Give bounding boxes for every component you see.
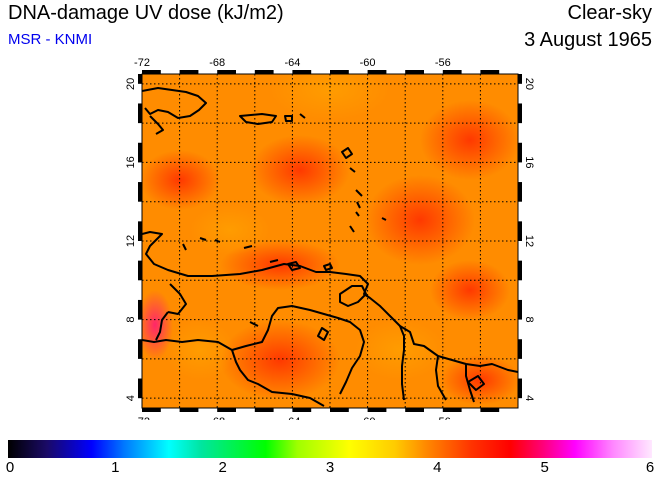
date-label: 3 August 1965 — [524, 29, 652, 51]
latitude-label: 4 — [523, 395, 535, 401]
frame-segment — [142, 408, 161, 412]
latitude-labels-left: 4 8 12 16 20 — [125, 78, 137, 402]
frame-segment — [330, 408, 349, 412]
frame-segment — [480, 408, 500, 412]
frame-segment — [518, 142, 522, 163]
longitude-label: -64 — [284, 57, 300, 69]
frame-segment — [405, 70, 424, 74]
longitude-label: -56 — [435, 416, 451, 420]
frame-segment — [254, 408, 274, 412]
frame-segment — [138, 142, 142, 163]
source-label: MSR - KNMI — [8, 31, 93, 48]
longitude-label: -68 — [209, 416, 225, 420]
frame-segment — [138, 299, 142, 320]
frame-segment — [367, 408, 387, 412]
sky-condition-label: Clear-sky — [567, 2, 652, 24]
frame-segment — [480, 70, 500, 74]
frame-segment — [518, 103, 522, 124]
longitude-label: -68 — [209, 57, 225, 69]
longitude-labels-bottom: -72 -68 -64 -60 -56 — [134, 416, 451, 420]
frame-segment — [217, 408, 236, 412]
frame-segment — [138, 339, 142, 359]
frame-segment — [138, 74, 142, 84]
frame-segment — [217, 70, 236, 74]
frame-segment — [142, 70, 161, 74]
colorbar-tick-label: 1 — [111, 459, 120, 476]
frame-segment — [518, 299, 522, 320]
longitude-labels-top: -72 -68 -64 -60 -56 — [134, 57, 451, 69]
colorbar-tick-label: 0 — [5, 459, 15, 476]
graticule — [142, 74, 518, 408]
colorbar — [8, 440, 652, 458]
latitude-label: 4 — [125, 395, 137, 401]
latitude-label: 20 — [125, 78, 137, 90]
latitude-label: 8 — [125, 317, 137, 323]
frame-segment — [138, 182, 142, 202]
longitude-label: -56 — [435, 57, 451, 69]
longitude-label: -64 — [284, 416, 300, 420]
latitude-label: 16 — [125, 156, 137, 168]
frame-checker-border — [138, 70, 522, 412]
latitude-label: 12 — [523, 235, 535, 247]
longitude-label: -60 — [360, 57, 376, 69]
uv-dose-map: -72 -68 -64 -60 -56 -72 -68 -64 -60 -56 4 8 12 16 20… — [125, 57, 535, 420]
colorbar-tick-label: 3 — [325, 459, 335, 476]
longitude-label: -72 — [134, 416, 150, 420]
frame-segment — [442, 408, 462, 412]
latitude-labels-right: 4 8 12 16 20 — [523, 78, 535, 402]
frame-segment — [518, 74, 522, 84]
frame-segment — [518, 221, 522, 241]
uv-field — [142, 74, 518, 408]
frame-segment — [330, 70, 349, 74]
frame-segment — [138, 378, 142, 399]
colorbar-tick-label: 2 — [218, 459, 227, 476]
frame-segment — [138, 221, 142, 241]
latitude-label: 12 — [125, 235, 137, 247]
frame-segment — [138, 103, 142, 124]
frame-segment — [138, 260, 142, 281]
frame-segment — [179, 408, 199, 412]
colorbar-tick-label: 5 — [540, 459, 549, 476]
frame-segment — [518, 339, 522, 359]
frame-segment — [405, 408, 424, 412]
frame-segment — [518, 260, 522, 281]
colorbar-tick-label: 6 — [645, 459, 655, 476]
frame-segment — [518, 378, 522, 399]
frame-segment — [254, 70, 274, 74]
frame-segment — [367, 70, 387, 74]
frame-segment — [292, 408, 312, 412]
map-title: DNA-damage UV dose (kJ/m2) — [8, 2, 284, 24]
latitude-label: 8 — [523, 317, 535, 323]
latitude-label: 20 — [523, 78, 535, 90]
frame-segment — [518, 182, 522, 202]
latitude-label: 16 — [523, 156, 535, 168]
frame-segment — [292, 70, 312, 74]
frame-segment — [179, 70, 199, 74]
longitude-label: -72 — [134, 57, 150, 69]
longitude-label: -60 — [360, 416, 376, 420]
colorbar-tick-label: 4 — [433, 459, 442, 476]
coastlines — [142, 87, 518, 407]
frame-segment — [442, 70, 462, 74]
